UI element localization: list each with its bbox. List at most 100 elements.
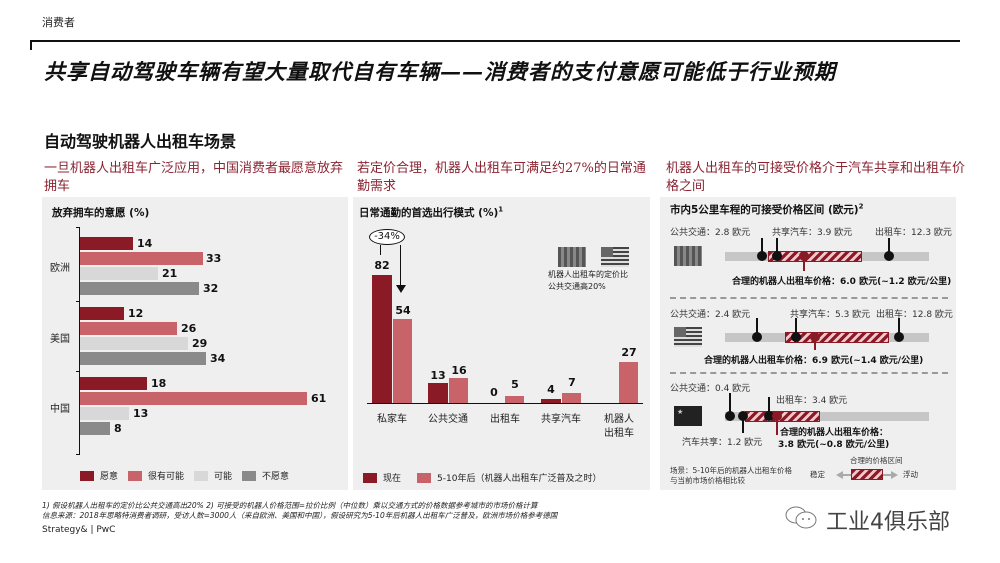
us-sharing-point <box>791 332 801 342</box>
annotation-arrow <box>400 245 401 287</box>
section-tag: 消费者 <box>42 16 75 29</box>
us-flag-icon <box>674 327 702 347</box>
column-1-headline: 一旦机器人出租车广泛应用，中国消费者最愿意放弃拥车 <box>44 161 344 194</box>
arrow-right-icon <box>891 471 898 479</box>
eu-fair-label: 合理的机器人出租车价格：6.0 欧元(~1.2 欧元/公里) <box>732 277 952 287</box>
chart2-title-text: 日常通勤的首选出行模式 (%) <box>359 207 499 219</box>
legend-label: 可能 <box>214 472 233 482</box>
bar-china-likely <box>80 392 307 405</box>
legend-swatch <box>80 470 94 481</box>
cn-fair-point <box>772 411 782 421</box>
stem <box>768 397 770 412</box>
arrow-down-icon <box>396 285 406 293</box>
pricing-note-line1: 机器人出租车的定价比 <box>548 270 628 279</box>
arrow-line <box>843 474 851 476</box>
category-public-transit: 公共交通 <box>428 414 468 425</box>
category-taxi: 出租车 <box>490 414 520 425</box>
cn-transit-point <box>725 411 735 421</box>
axis-tick <box>76 454 80 455</box>
bar-europe-maybe <box>80 267 158 280</box>
chart2-legend: 现在 5-10年后（机器人出租车广泛普及之时） <box>363 471 601 484</box>
bar-value: 29 <box>192 337 208 350</box>
scenario-note-line2: 与当前市场价格相比较 <box>670 476 745 485</box>
group-label-china: 中国 <box>50 404 70 415</box>
eu-fair-point <box>799 251 809 261</box>
page-title: 共享自动驾驶车辆有望大量取代自有车辆——消费者的支付意愿可能低于行业预期 <box>44 59 836 84</box>
legend-right-label: 浮动 <box>903 470 918 479</box>
pricing-note: 机器人出租车的定价比 公共交通高20% <box>548 269 628 293</box>
bar-taxi-future <box>505 396 524 403</box>
bar-car-sharing-future <box>562 393 581 403</box>
chart1-y-axis <box>79 227 80 455</box>
bar-value: 82 <box>374 259 390 272</box>
stem <box>898 318 900 333</box>
chart2-title: 日常通勤的首选出行模式 (%)1 <box>359 205 503 220</box>
top-rule <box>30 40 960 42</box>
bar-value: 7 <box>568 376 576 389</box>
stem <box>803 259 805 271</box>
watermark: 工业4俱乐部 <box>826 510 950 535</box>
bar-value: 8 <box>114 422 122 435</box>
bar-usa-likely <box>80 322 177 335</box>
bar-usa-maybe <box>80 337 188 350</box>
eu-sharing-label: 共享汽车：3.9 欧元 <box>772 228 853 238</box>
chart3-panel: 市内5公里车程的可接受价格区间 (欧元)2 公共交通：2.8 欧元 共享汽车：3… <box>660 197 956 490</box>
chart3-title: 市内5公里车程的可接受价格区间 (欧元)2 <box>670 202 863 217</box>
chart2-panel: 日常通勤的首选出行模式 (%)1 -34% 机器人出租车的定价比 公共交通高20… <box>353 197 650 490</box>
chart3-title-text: 市内5公里车程的可接受价格区间 (欧元) <box>670 204 859 216</box>
top-rule-tick <box>30 40 32 50</box>
us-sharing-label: 共享汽车：5.3 欧元 <box>790 310 871 320</box>
bar-usa-willing <box>80 307 124 320</box>
us-taxi-point <box>894 332 904 342</box>
legend-label: 5-10年后（机器人出租车广泛普及之时） <box>437 474 602 484</box>
chart1-title: 放弃拥车的意愿 (%) <box>52 207 150 219</box>
cn-fair-label-line2: 3.8 欧元(~0.8 欧元/公里) <box>778 440 890 450</box>
us-fair-label: 合理的机器人出租车价格：6.9 欧元(~1.4 欧元/公里) <box>704 356 924 366</box>
bar-value: 0 <box>490 386 498 399</box>
legend-range-label: 合理的价格区间 <box>850 456 903 465</box>
bar-europe-willing <box>80 237 133 250</box>
bar-value: 27 <box>621 346 637 359</box>
legend-swatch <box>417 472 432 483</box>
cn-fair-range <box>745 411 820 422</box>
bar-china-willing <box>80 377 147 390</box>
eu-flag-icon <box>674 246 702 266</box>
pricing-note-line2: 公共交通高20% <box>548 282 606 291</box>
stem <box>814 340 816 350</box>
eu-taxi-point <box>884 251 894 261</box>
eu-transit-point <box>757 251 767 261</box>
stem <box>742 419 744 433</box>
bar-china-maybe <box>80 407 129 420</box>
stem <box>795 318 797 333</box>
legend-range-swatch <box>851 469 883 480</box>
chart1-panel: 放弃拥车的意愿 (%) 欧洲 14 33 21 32 美国 12 26 29 3… <box>42 197 348 490</box>
cn-transit-label: 公共交通：0.4 欧元 <box>670 384 751 394</box>
row-divider <box>670 372 948 374</box>
category-robotaxi-line1: 机器人 <box>604 414 634 425</box>
legend-swatch <box>128 470 143 481</box>
stem <box>761 238 763 252</box>
bar-car-sharing-now <box>541 399 561 403</box>
bar-value: 5 <box>511 378 519 391</box>
legend-label: 现在 <box>383 474 402 484</box>
bar-value: 16 <box>451 364 467 377</box>
bar-public-transit-now <box>428 383 448 403</box>
chart1-legend: 愿意 很有可能 可能 不愿意 <box>80 469 289 482</box>
bar-value: 4 <box>547 383 555 396</box>
legend-left-label: 稳定 <box>810 470 825 479</box>
column-3-headline: 机器人出租车的可接受价格介于汽车共享和出租车价格之间 <box>666 161 966 194</box>
us-transit-point <box>752 332 762 342</box>
wechat-icon <box>784 505 818 531</box>
bar-public-transit-future <box>449 378 468 403</box>
eu-transit-label: 公共交通：2.8 欧元 <box>670 228 751 238</box>
arrow-line <box>883 474 891 476</box>
us-taxi-label: 出租车：12.8 欧元 <box>876 310 953 320</box>
eu-sharing-point <box>772 251 782 261</box>
category-robotaxi-line2: 出租车 <box>604 428 634 439</box>
scenario-note-line1: 场景：5-10年后的机器人出租车价格 <box>670 466 793 475</box>
cn-sharing-point <box>738 411 748 421</box>
change-annotation: -34% <box>369 229 405 245</box>
bar-robotaxi-future <box>619 362 638 403</box>
legend-swatch <box>242 470 257 481</box>
arrow-left-icon <box>836 471 843 479</box>
